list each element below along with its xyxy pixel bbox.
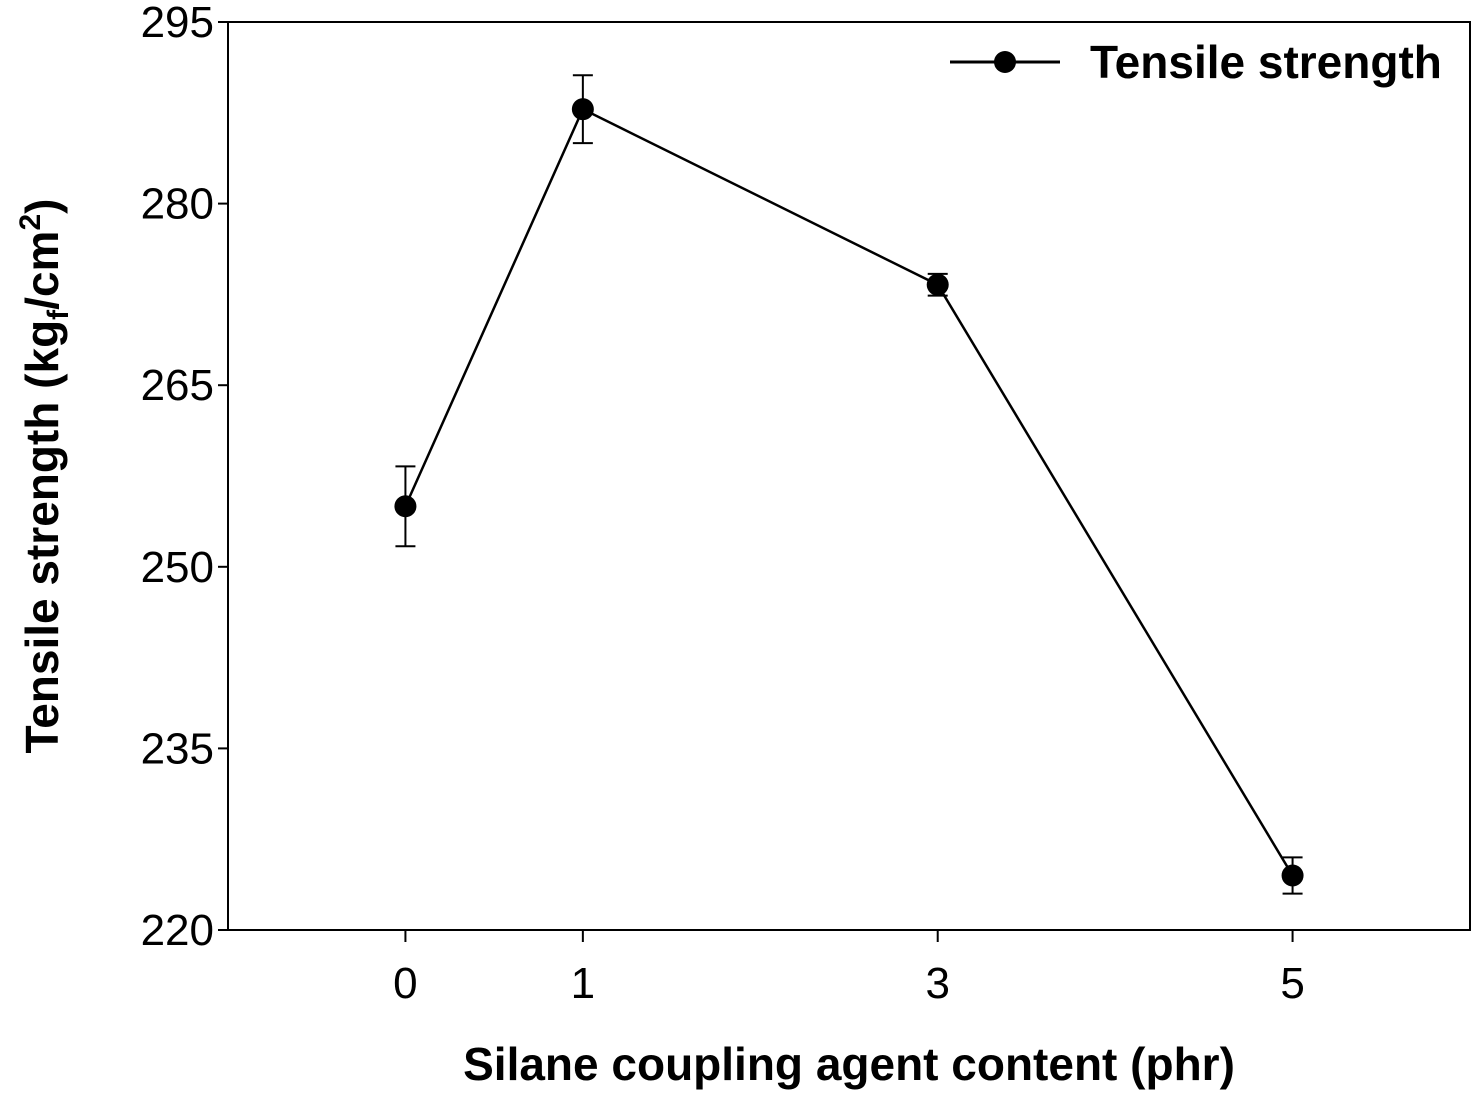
- y-tick-label: 250: [141, 543, 214, 592]
- y-label-part: Tensile strength (kg: [16, 320, 68, 754]
- x-tick-label: 5: [1280, 959, 1304, 1008]
- series-line: [404, 107, 1294, 877]
- x-tick-label: 0: [393, 959, 417, 1008]
- legend-marker: [994, 51, 1016, 73]
- y-label-part: /cm: [16, 231, 68, 310]
- marker: [926, 273, 949, 296]
- marker: [571, 98, 594, 121]
- y-tick-label: 295: [141, 0, 214, 47]
- plot-frame: [227, 21, 1471, 931]
- x-tick-label: 1: [571, 959, 595, 1008]
- y-axis-label: Tensile strength (kgf/cm2): [14, 199, 75, 754]
- x-tick-label: 3: [925, 959, 949, 1008]
- y-label-part: ): [16, 199, 68, 214]
- y-tick-label: 280: [141, 180, 214, 229]
- y-tick-label: 220: [141, 906, 214, 955]
- marker: [394, 495, 417, 518]
- y-tick-label: 235: [141, 724, 214, 773]
- marker: [1281, 864, 1304, 887]
- legend-label: Tensile strength: [1090, 36, 1442, 88]
- x-axis-label: Silane coupling agent content (phr): [463, 1038, 1235, 1090]
- y-label-sup: 2: [14, 214, 47, 231]
- y-label-sub: f: [42, 309, 75, 320]
- y-tick-label: 265: [141, 361, 214, 410]
